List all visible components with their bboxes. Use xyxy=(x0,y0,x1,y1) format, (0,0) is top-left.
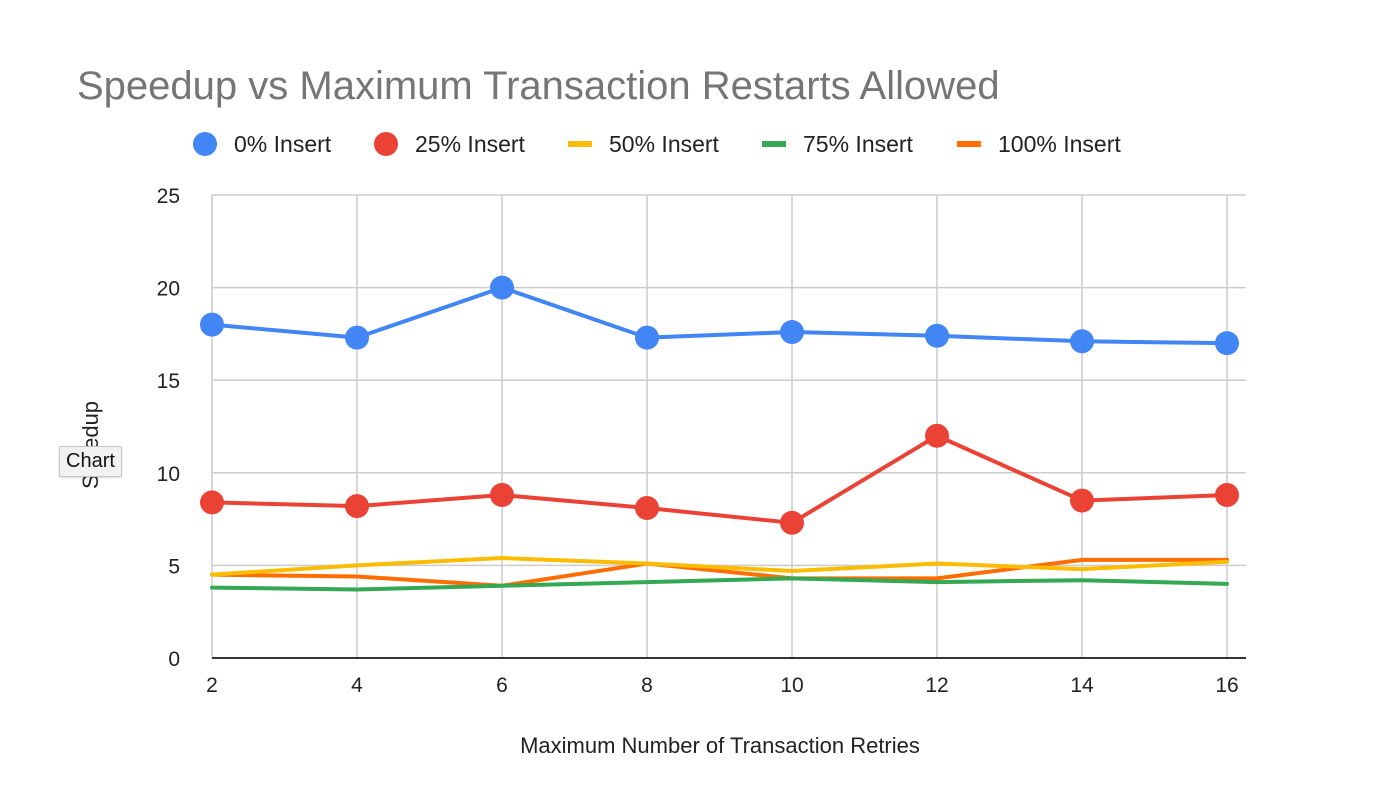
data-point xyxy=(1215,331,1239,356)
x-axis-label: Maximum Number of Transaction Retries xyxy=(520,733,920,758)
legend-marker-icon xyxy=(374,132,398,156)
series-2 xyxy=(210,555,1229,577)
series-line xyxy=(210,576,1229,592)
x-tick-label: 2 xyxy=(206,674,218,697)
legend-item: 50% Insert xyxy=(568,131,720,157)
x-tick-label: 4 xyxy=(351,674,363,697)
legend-line-icon xyxy=(568,141,592,147)
legend-label: 0% Insert xyxy=(234,131,332,157)
legend-line-icon xyxy=(762,141,786,147)
y-tick-label: 20 xyxy=(157,278,180,301)
chart-legend: 0% Insert 25% Insert 50% Insert 75% Insert 1… xyxy=(193,131,1121,157)
data-point xyxy=(200,490,224,515)
data-point xyxy=(490,275,514,300)
series-line xyxy=(210,557,1229,588)
data-point xyxy=(345,325,369,350)
chart-title: Speedup vs Maximum Transaction Restarts … xyxy=(77,64,1000,108)
x-tick-label: 8 xyxy=(641,674,653,697)
chart-gridlines xyxy=(211,194,1246,658)
series-line xyxy=(210,555,1229,577)
series-line xyxy=(210,285,1229,346)
series-0 xyxy=(200,275,1239,356)
chart-axes: 0 5 10 15 20 25 2 4 6 8 10 12 14 16 xyxy=(157,185,1246,697)
y-tick-label: 0 xyxy=(168,648,180,671)
data-point xyxy=(1070,488,1094,513)
data-point xyxy=(780,510,804,535)
legend-item: 100% Insert xyxy=(957,131,1121,157)
y-tick-label: 25 xyxy=(157,185,180,208)
data-point xyxy=(635,495,659,520)
data-point xyxy=(925,423,949,448)
x-tick-label: 14 xyxy=(1070,674,1094,697)
legend-label: 25% Insert xyxy=(415,131,526,157)
data-point xyxy=(1215,483,1239,508)
legend-item: 25% Insert xyxy=(374,131,526,157)
data-point xyxy=(1070,329,1094,354)
legend-marker-icon xyxy=(193,132,217,156)
x-tick-label: 6 xyxy=(496,674,508,697)
legend-label: 100% Insert xyxy=(998,131,1121,157)
x-tick-label: 10 xyxy=(780,674,803,697)
chart-series xyxy=(200,275,1239,592)
series-4 xyxy=(210,557,1229,588)
y-tick-label: 10 xyxy=(157,463,180,486)
series-1 xyxy=(200,423,1239,535)
x-tick-label: 12 xyxy=(925,674,948,697)
x-tick-label: 16 xyxy=(1215,674,1238,697)
y-tick-label: 15 xyxy=(157,370,180,393)
legend-label: 50% Insert xyxy=(609,131,720,157)
data-point xyxy=(925,323,949,348)
series-line xyxy=(210,433,1229,525)
data-point xyxy=(200,312,224,337)
legend-label: 75% Insert xyxy=(803,131,914,157)
legend-item: 0% Insert xyxy=(193,131,332,157)
legend-item: 75% Insert xyxy=(762,131,914,157)
data-point xyxy=(635,325,659,350)
data-point xyxy=(345,494,369,519)
series-3 xyxy=(210,576,1229,592)
data-point xyxy=(490,483,514,508)
chart-tooltip: Chart xyxy=(59,446,122,477)
y-tick-label: 5 xyxy=(168,555,180,578)
legend-line-icon xyxy=(957,141,981,147)
data-point xyxy=(780,320,804,345)
